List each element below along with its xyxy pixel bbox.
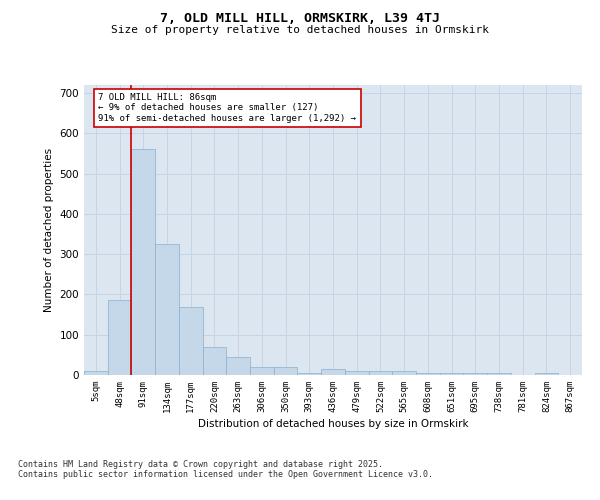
Bar xyxy=(108,300,131,375)
Bar xyxy=(298,373,321,375)
Bar xyxy=(392,371,416,375)
Text: Contains HM Land Registry data © Crown copyright and database right 2025.
Contai: Contains HM Land Registry data © Crown c… xyxy=(18,460,433,479)
Bar xyxy=(155,244,179,375)
Bar xyxy=(179,306,203,375)
Bar xyxy=(345,371,368,375)
Bar xyxy=(274,367,298,375)
Bar xyxy=(203,347,226,375)
X-axis label: Distribution of detached houses by size in Ormskirk: Distribution of detached houses by size … xyxy=(197,419,469,429)
Y-axis label: Number of detached properties: Number of detached properties xyxy=(44,148,54,312)
Bar xyxy=(250,367,274,375)
Text: 7, OLD MILL HILL, ORMSKIRK, L39 4TJ: 7, OLD MILL HILL, ORMSKIRK, L39 4TJ xyxy=(160,12,440,26)
Bar xyxy=(440,373,463,375)
Text: 7 OLD MILL HILL: 86sqm
← 9% of detached houses are smaller (127)
91% of semi-det: 7 OLD MILL HILL: 86sqm ← 9% of detached … xyxy=(98,93,356,123)
Bar xyxy=(226,357,250,375)
Bar xyxy=(416,373,440,375)
Bar xyxy=(84,371,108,375)
Bar xyxy=(535,373,558,375)
Bar xyxy=(131,150,155,375)
Text: Size of property relative to detached houses in Ormskirk: Size of property relative to detached ho… xyxy=(111,25,489,35)
Bar xyxy=(487,373,511,375)
Bar xyxy=(368,371,392,375)
Bar xyxy=(463,373,487,375)
Bar xyxy=(321,369,345,375)
